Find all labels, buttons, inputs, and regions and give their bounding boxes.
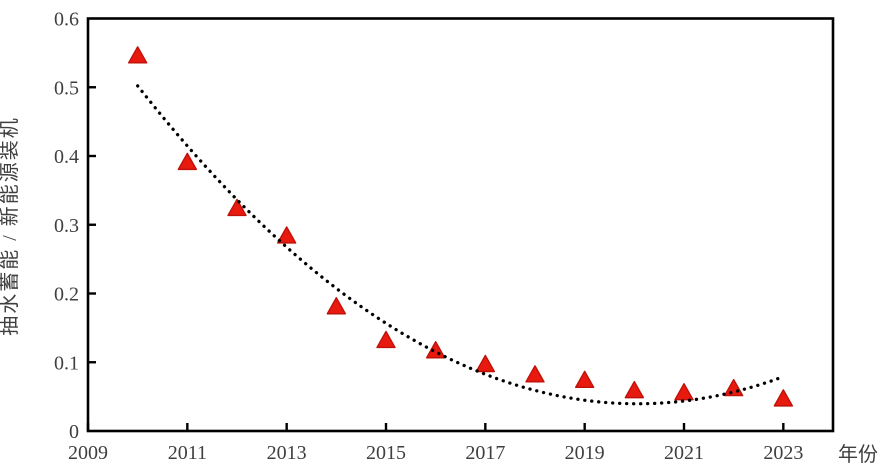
x-axis-title: 年份 xyxy=(838,443,878,466)
data-point-triangle xyxy=(674,382,694,401)
y-tick-label: 0.5 xyxy=(54,77,79,99)
y-tick-label: 0.6 xyxy=(54,9,79,31)
x-tick-label: 2017 xyxy=(465,442,505,464)
data-point-triangle xyxy=(177,152,198,171)
x-tick-label: 2013 xyxy=(267,442,307,464)
y-tick-label: 0.4 xyxy=(54,146,79,168)
y-axis-ticks: 0 0.1 0.2 0.3 0.4 0.5 0.6 xyxy=(54,9,96,443)
data-point-triangle xyxy=(326,297,347,315)
x-tick-label: 2019 xyxy=(565,442,605,464)
y-tick-label: 0.2 xyxy=(54,284,79,306)
y-tick-label: 0 xyxy=(69,421,79,443)
data-point-triangle xyxy=(525,365,545,383)
x-tick-label: 2021 xyxy=(664,442,704,464)
x-tick-label: 2023 xyxy=(763,442,803,464)
data-point-triangle xyxy=(276,226,297,244)
data-point-triangle xyxy=(574,370,595,389)
data-point-triangle xyxy=(475,354,496,373)
data-point-triangle xyxy=(127,46,148,64)
data-point-triangle xyxy=(773,389,794,407)
y-tick-label: 0.3 xyxy=(54,215,79,237)
trend-line xyxy=(136,84,785,406)
data-point-triangle xyxy=(723,378,744,397)
x-tick-label: 2015 xyxy=(366,442,406,464)
x-axis-ticks: 2009 2011 2013 2015 2017 2019 2021 2023 xyxy=(68,423,803,464)
y-axis-title: 抽水蓄能 / 新能源装机 xyxy=(0,116,21,336)
x-tick-label: 2009 xyxy=(68,442,108,464)
x-tick-label: 2011 xyxy=(168,442,207,464)
plot-area-border xyxy=(86,17,835,433)
data-points xyxy=(127,46,794,407)
data-point-triangle xyxy=(624,380,645,399)
data-point-triangle xyxy=(227,198,247,217)
data-point-triangle xyxy=(425,341,446,359)
data-point-triangle xyxy=(376,330,396,349)
y-tick-label: 0.1 xyxy=(54,352,79,374)
